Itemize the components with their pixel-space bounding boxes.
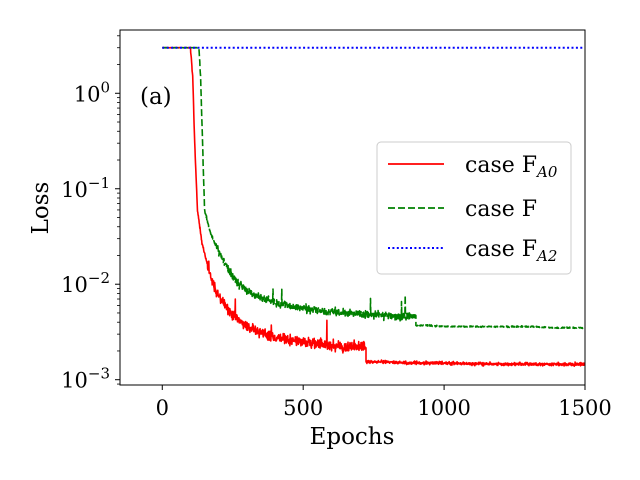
series-layer [161,46,585,367]
y-tick-label: 100 [74,78,110,106]
ticks-layer: 0 500 1000 1500 100 10−1 10−2 10−3 [61,35,612,420]
legend-label-2: case F [465,197,537,222]
y-tick-label: 10−2 [61,269,110,297]
panel-annotation: (a) [140,84,172,110]
y-tick-label: 10−1 [61,174,110,202]
y-axis-label: Loss [28,182,54,235]
y-tick-label: 10−3 [61,365,110,393]
plot-frame [119,29,586,386]
x-axis-label: Epochs [310,424,395,450]
series-line-1 [161,46,585,367]
legend-label-1: case FA0 [465,153,558,181]
legend-frame [376,141,572,275]
legend: case FA0 case F case FA2 [376,141,572,275]
x-tick-label: 1500 [558,396,611,420]
x-tick-label: 1000 [417,396,470,420]
series-line-2 [161,46,585,330]
x-tick-label: 0 [156,396,169,420]
x-tick-label: 500 [283,396,323,420]
legend-label-3: case FA2 [465,237,557,265]
